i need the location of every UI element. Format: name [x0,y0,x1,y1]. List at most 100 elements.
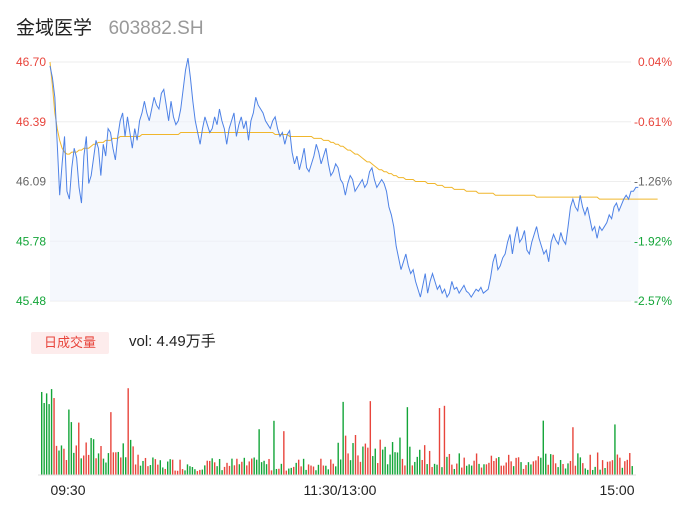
volume-bar [317,464,320,475]
volume-bar [209,460,211,475]
volume-bar [285,470,288,475]
volume-bar [236,458,238,475]
volume-bar [629,453,631,475]
volume-bar [609,461,611,475]
volume-bar [394,452,396,475]
volume-bar [162,467,164,475]
volume-bar [621,467,624,475]
volume-bar [626,459,628,475]
volume-bar [50,389,53,475]
volume-bar [288,468,290,475]
volume-bar [386,464,389,475]
average-price-line [49,61,658,200]
volume-bar [218,458,221,475]
volume-bar [614,424,616,475]
volume-bar [293,466,295,475]
volume-bar [273,420,275,475]
volume-bar [95,458,97,475]
volume-bar [206,460,208,475]
volume-bar [120,457,122,475]
volume-bar [110,412,112,475]
volume-bar [102,458,105,475]
volume-bar [63,448,65,475]
volume-bar [475,453,478,475]
volume-bar [80,458,82,475]
volume-bar [485,464,488,475]
volume-bar [587,469,589,475]
volume-bar [547,464,549,475]
volume-bar [569,460,572,475]
volume-bar [572,427,574,475]
volume-bar [233,465,236,475]
volume-bar [186,464,189,475]
volume-bar [157,464,159,475]
volume-bar [204,465,206,475]
volume-bar [85,442,87,475]
volume-bar [441,467,443,475]
volume-bar [45,393,48,475]
volume-bar [152,457,154,475]
volume-bar [490,455,493,475]
volume-bar [559,459,562,475]
volume-bar [347,453,349,475]
volume-bar [399,437,401,475]
volume-bar [337,442,339,475]
volume-bar [352,443,354,475]
volume-bar [194,469,196,475]
volume-bar [493,460,495,475]
percent-tick-label: -2.57% [634,294,672,308]
volume-bar [549,454,552,475]
volume-bar [223,466,226,475]
volume-bar [201,469,203,475]
volume-bar [448,453,451,475]
volume-bar [320,458,322,475]
volume-bar [404,465,406,475]
volume-bar [270,470,273,475]
price-tick-label: 46.70 [16,55,46,69]
volume-bar [246,465,248,475]
volume-bar [307,464,310,475]
volume-bar [248,461,250,475]
volume-bar [421,459,423,475]
volume-bar [406,407,409,475]
volume-bar [554,463,557,475]
volume-bar [164,468,166,475]
volume-bar [510,461,512,475]
volume-bar [142,460,144,475]
volume-summary: vol: 4.49万手 [129,333,216,350]
volume-bar [606,461,609,475]
volume-bar [517,457,520,475]
volume-bar [411,465,414,475]
volume-bars [41,388,633,475]
volume-bar [384,446,386,475]
volume-bar [55,445,58,475]
volume-bar [332,463,334,475]
volume-bar [310,465,312,475]
volume-bar [78,422,80,475]
volume-bar [171,459,174,475]
volume-bar [465,465,468,475]
volume-bar [97,453,100,475]
volume-bar [83,455,85,475]
volume-bar [507,454,510,475]
volume-bar [525,465,527,475]
volume-bar [53,398,55,475]
volume-bar [268,458,270,475]
volume-label: 日成交量 [31,332,109,354]
volume-bar [283,431,285,475]
volume-bar [41,391,43,475]
volume-bar [416,456,418,475]
volume-bar [515,457,517,475]
volume-bar [43,403,45,475]
volume-bar [409,446,411,475]
volume-bar [330,459,332,475]
volume-bar [503,465,505,475]
volume-bar [260,462,263,475]
price-line [49,57,639,299]
percent-tick-label: -1.26% [634,175,672,189]
volume-bar [520,462,522,475]
volume-bar [322,465,325,475]
volume-bar [228,465,231,475]
price-tick-label: 46.09 [16,175,46,189]
